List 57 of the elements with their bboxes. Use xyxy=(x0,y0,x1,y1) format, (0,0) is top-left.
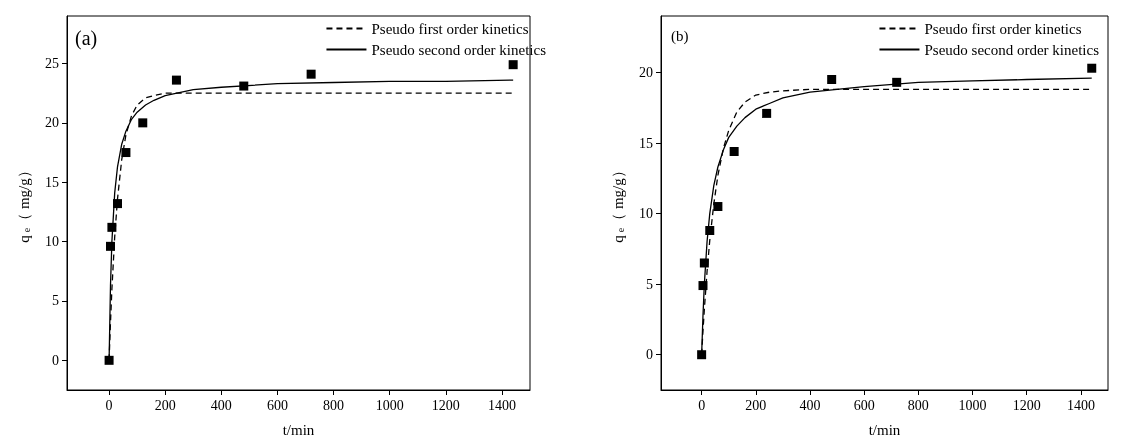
y-axis-title: qe（ mg/g） xyxy=(609,163,626,243)
y-tick-label: 20 xyxy=(639,64,653,80)
x-tick-label: 800 xyxy=(907,397,929,413)
y-tick-label: 0 xyxy=(646,347,653,363)
point xyxy=(171,75,181,85)
y-tick-label: 15 xyxy=(45,174,59,190)
point xyxy=(1087,63,1097,73)
point xyxy=(713,202,723,212)
x-tick-label: 1000 xyxy=(958,397,987,413)
point xyxy=(306,69,316,79)
y-tick-label: 0 xyxy=(52,352,59,368)
y-tick-label: 5 xyxy=(646,276,653,292)
point xyxy=(121,148,131,158)
annotation: (a) xyxy=(75,27,98,50)
x-tick-label: 1400 xyxy=(1066,397,1095,413)
legend-label: Pseudo second order kinetics xyxy=(924,41,1100,58)
x-tick-label: 0 xyxy=(698,397,706,413)
point xyxy=(508,60,518,70)
point xyxy=(138,118,148,128)
x-tick-label: 600 xyxy=(853,397,875,413)
x-tick-label: 1000 xyxy=(375,397,404,413)
legend-label: Pseudo second order kinetics xyxy=(371,41,547,58)
x-tick-label: 800 xyxy=(323,397,345,413)
point xyxy=(104,355,114,365)
x-tick-label: 600 xyxy=(266,397,288,413)
y-tick-label: 10 xyxy=(639,206,653,222)
legend-label: Pseudo first order kinetics xyxy=(924,20,1082,37)
point xyxy=(729,146,739,156)
point xyxy=(105,241,115,251)
x-axis-title: t/min xyxy=(282,421,315,438)
point xyxy=(107,222,117,232)
point xyxy=(699,258,709,268)
y-tick-label: 5 xyxy=(52,293,59,309)
point xyxy=(113,199,123,209)
point xyxy=(827,75,837,85)
x-tick-label: 400 xyxy=(210,397,232,413)
point xyxy=(762,108,772,118)
point xyxy=(698,281,708,291)
y-tick-label: 25 xyxy=(45,55,59,71)
point xyxy=(705,226,715,236)
x-tick-label: 200 xyxy=(154,397,176,413)
x-tick-label: 400 xyxy=(799,397,821,413)
x-tick-label: 0 xyxy=(105,397,113,413)
annotation: (b) xyxy=(671,27,689,45)
x-tick-label: 200 xyxy=(745,397,767,413)
x-tick-label: 1200 xyxy=(431,397,460,413)
point xyxy=(697,350,707,360)
point xyxy=(892,77,902,87)
y-tick-label: 15 xyxy=(639,135,653,151)
y-tick-label: 20 xyxy=(45,115,59,131)
x-tick-label: 1200 xyxy=(1012,397,1041,413)
legend-label: Pseudo first order kinetics xyxy=(371,20,529,37)
y-axis-title: qe（ mg/g） xyxy=(15,163,32,243)
x-axis-title: t/min xyxy=(868,421,901,438)
y-tick-label: 10 xyxy=(45,234,59,250)
x-tick-label: 1400 xyxy=(487,397,516,413)
point xyxy=(239,81,249,91)
